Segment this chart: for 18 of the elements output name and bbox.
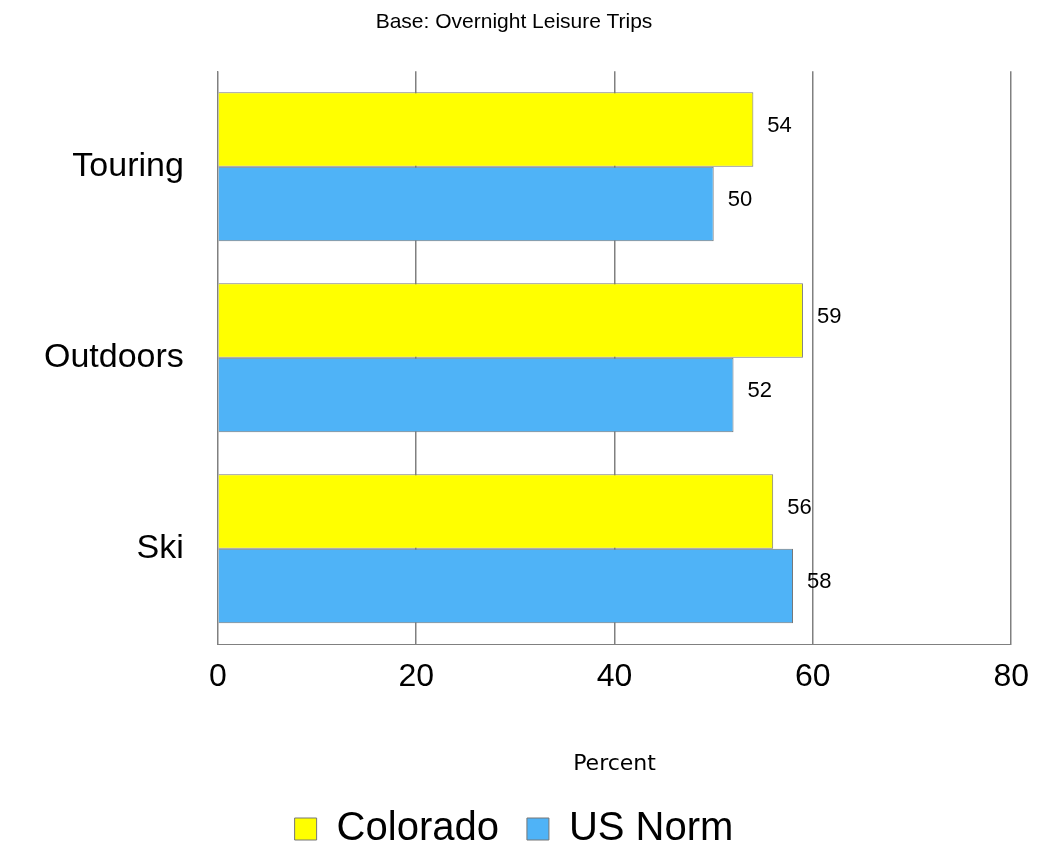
data-label: 50 [727, 186, 753, 212]
data-label: 59 [816, 302, 842, 328]
x-tick-label: 40 [596, 657, 633, 694]
legend-label: Colorado [336, 804, 499, 849]
data-label: 52 [747, 377, 773, 403]
x-tick-label: 0 [208, 657, 227, 694]
data-label: 54 [767, 111, 792, 137]
x-tick-label: 80 [993, 657, 1029, 694]
x-tick-label: 60 [795, 657, 831, 694]
y-tick-label: Outdoors [43, 336, 184, 375]
y-tick-label: Touring [72, 145, 184, 184]
chart-title: Base: Overnight Leisure Trips [375, 9, 653, 33]
legend-label: US Norm [568, 804, 734, 849]
x-axis-title: Percent [573, 749, 657, 775]
data-label: 56 [787, 493, 812, 519]
x-tick-label: 20 [398, 657, 434, 694]
y-tick-label: Ski [136, 527, 184, 566]
data-label: 58 [807, 568, 832, 594]
